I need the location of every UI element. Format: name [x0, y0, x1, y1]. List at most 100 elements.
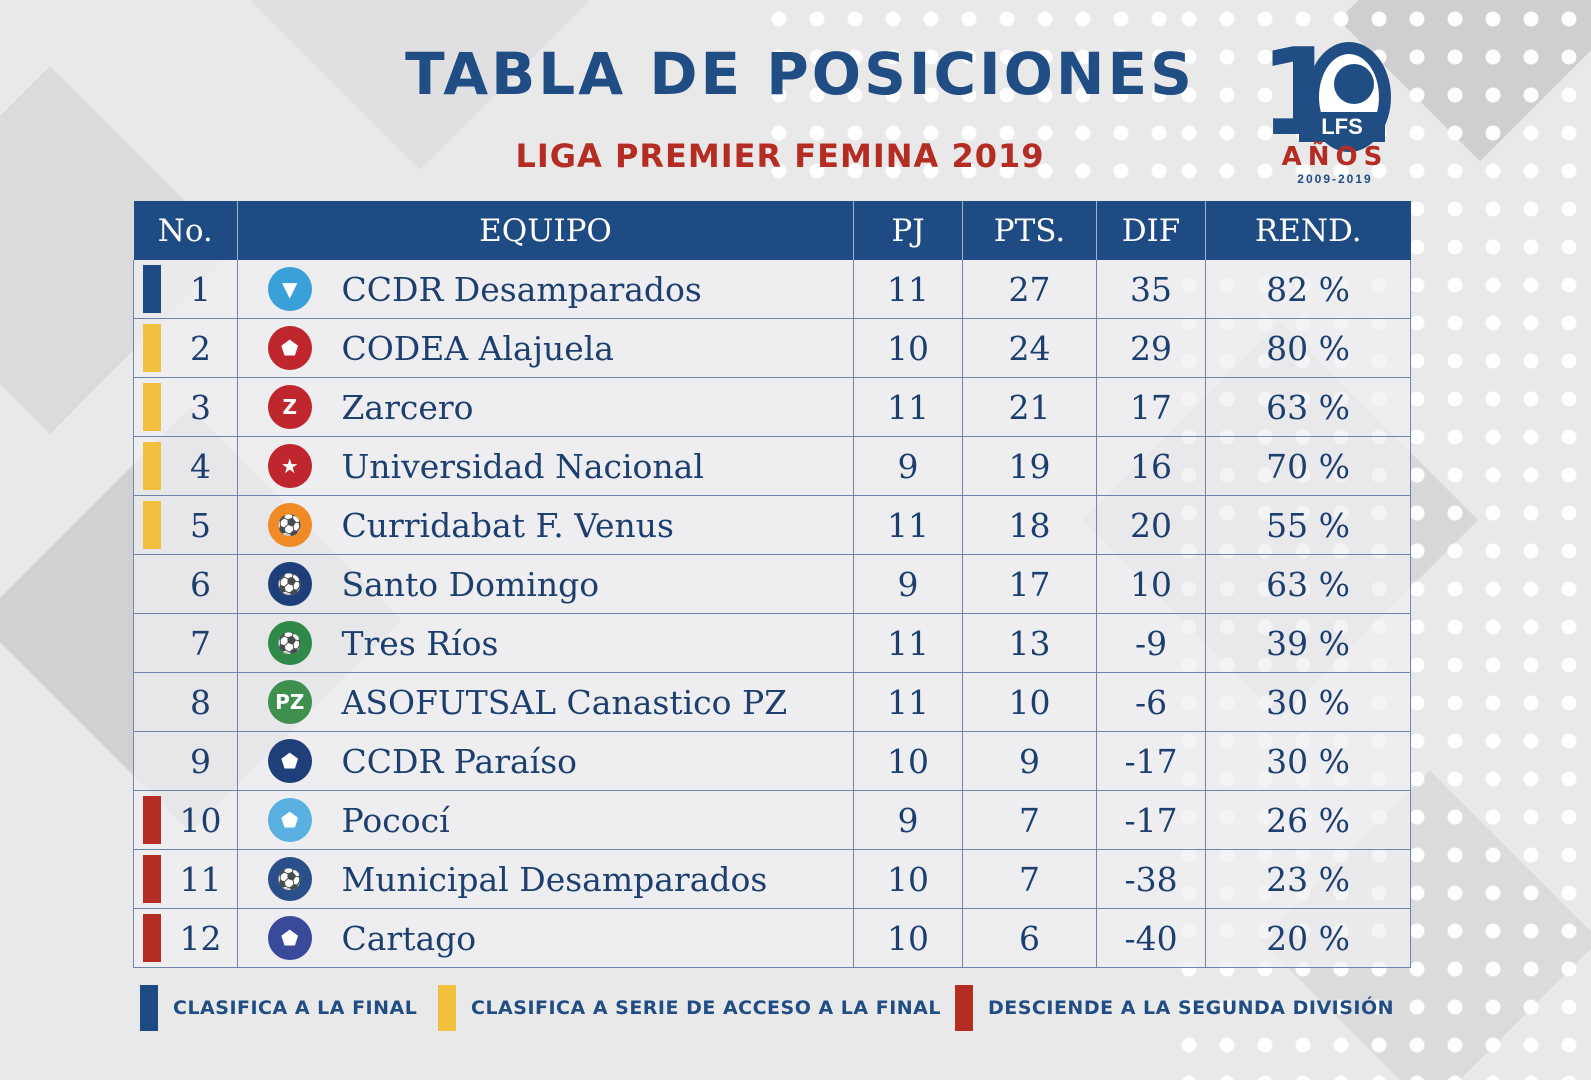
cell-pts: 6	[962, 908, 1098, 968]
legend-label-serie: CLASIFICA A SERIE DE ACCESO A LA FINAL	[471, 997, 941, 1019]
cell-position: 12	[133, 908, 238, 968]
cell-position: 9	[133, 731, 238, 791]
cell-rend: 30 %	[1205, 731, 1412, 791]
cell-team-name: CCDR Paraíso	[341, 731, 855, 791]
status-bar-desc	[143, 855, 161, 903]
cell-pts: 21	[962, 377, 1098, 437]
cell-pj: 11	[853, 613, 964, 673]
team-crest-icon: ⚽	[267, 503, 312, 547]
cell-team-name: Pococí	[341, 790, 855, 850]
cell-position: 8	[133, 672, 238, 732]
cell-rend: 63 %	[1205, 377, 1412, 437]
cell-rend: 39 %	[1205, 613, 1412, 673]
cell-pj: 10	[853, 908, 964, 968]
cell-dif: -9	[1096, 613, 1207, 673]
cell-pts: 10	[962, 672, 1098, 732]
cell-pts: 18	[962, 495, 1098, 555]
cell-crest: Z	[237, 377, 342, 437]
cell-position: 5	[133, 495, 238, 555]
legend-swatch-final	[140, 985, 158, 1031]
cell-crest: ⬟	[237, 731, 342, 791]
cell-pts: 7	[962, 790, 1098, 850]
cell-rend: 30 %	[1205, 672, 1412, 732]
team-crest-icon: ⬟	[267, 798, 312, 842]
cell-pj: 9	[853, 554, 964, 614]
position-number: 12	[179, 918, 222, 958]
cell-team-name: Tres Ríos	[341, 613, 855, 673]
table-row: 3 Z Zarcero 11 21 17 63 %	[133, 377, 1412, 437]
league-subtitle: LIGA PREMIER FEMINA 2019	[515, 137, 1045, 175]
cell-pj: 11	[853, 377, 964, 437]
cell-dif: 17	[1096, 377, 1207, 437]
cell-rend: 63 %	[1205, 554, 1412, 614]
cell-pts: 7	[962, 849, 1098, 909]
cell-crest: ▼	[237, 260, 342, 319]
cell-pj: 9	[853, 436, 964, 496]
cell-pj: 9	[853, 790, 964, 850]
cell-position: 6	[133, 554, 238, 614]
cell-pts: 9	[962, 731, 1098, 791]
lfs-anniversary-logo: 1 LFS AÑOS 2009-2019	[1255, 24, 1415, 190]
cell-team-name: Santo Domingo	[341, 554, 855, 614]
table-row: 8 PZ ASOFUTSAL Canastico PZ 11 10 -6 30 %	[133, 672, 1412, 732]
position-number: 11	[179, 859, 222, 899]
team-crest-icon: ⬟	[267, 739, 312, 783]
table-row: 1 ▼ CCDR Desamparados 11 27 35 82 %	[133, 260, 1412, 319]
cell-position: 7	[133, 613, 238, 673]
position-number: 5	[190, 505, 211, 545]
cell-position: 3	[133, 377, 238, 437]
position-number: 3	[190, 387, 211, 427]
logo-years-text: 2009-2019	[1297, 172, 1373, 186]
team-crest-icon: ⚽	[267, 621, 312, 665]
status-bar-serie	[143, 442, 161, 490]
status-bar-final	[143, 265, 161, 313]
table-row: 4 ★ Universidad Nacional 9 19 16 70 %	[133, 436, 1412, 496]
status-bar-desc	[143, 796, 161, 844]
cell-rend: 23 %	[1205, 849, 1412, 909]
table-row: 9 ⬟ CCDR Paraíso 10 9 -17 30 %	[133, 731, 1412, 791]
cell-dif: 20	[1096, 495, 1207, 555]
cell-pts: 13	[962, 613, 1098, 673]
cell-team-name: CODEA Alajuela	[341, 318, 855, 378]
cell-pj: 11	[853, 495, 964, 555]
cell-team-name: Curridabat F. Venus	[341, 495, 855, 555]
table-row: 11 ⚽ Municipal Desamparados 10 7 -38 23 %	[133, 849, 1412, 909]
cell-team-name: ASOFUTSAL Canastico PZ	[341, 672, 855, 732]
cell-dif: -17	[1096, 790, 1207, 850]
table-header-row: No. EQUIPO PJ PTS. DIF REND.	[133, 201, 1411, 260]
cell-team-name: CCDR Desamparados	[341, 260, 855, 319]
position-number: 7	[190, 623, 211, 663]
cell-position: 4	[133, 436, 238, 496]
cell-dif: -17	[1096, 731, 1207, 791]
cell-position: 1	[133, 260, 238, 319]
standings-table: No. EQUIPO PJ PTS. DIF REND. 1 ▼ CCDR Desa…	[133, 201, 1412, 968]
legend: CLASIFICA A LA FINAL CLASIFICA A SERIE D…	[140, 985, 1420, 1035]
position-number: 4	[190, 446, 211, 486]
position-number: 10	[179, 800, 222, 840]
legend-label-final: CLASIFICA A LA FINAL	[173, 997, 418, 1019]
cell-rend: 82 %	[1205, 260, 1412, 319]
status-bar-desc	[143, 914, 161, 962]
cell-pj: 10	[853, 849, 964, 909]
status-bar-serie	[143, 324, 161, 372]
cell-team-name: Cartago	[341, 908, 855, 968]
column-header-pts: PTS.	[962, 201, 1098, 260]
table-row: 6 ⚽ Santo Domingo 9 17 10 63 %	[133, 554, 1412, 614]
cell-pts: 17	[962, 554, 1098, 614]
legend-label-desc: DESCIENDE A LA SEGUNDA DIVISIÓN	[988, 997, 1395, 1019]
cell-dif: 16	[1096, 436, 1207, 496]
cell-crest: ⬟	[237, 318, 342, 378]
legend-swatch-serie	[438, 985, 456, 1031]
table-row: 2 ⬟ CODEA Alajuela 10 24 29 80 %	[133, 318, 1412, 378]
cell-crest: ⚽	[237, 849, 342, 909]
cell-crest: ⚽	[237, 495, 342, 555]
position-number: 2	[190, 328, 211, 368]
cell-dif: 10	[1096, 554, 1207, 614]
logo-lfs-text: LFS	[1299, 112, 1385, 142]
cell-dif: -6	[1096, 672, 1207, 732]
table-row: 7 ⚽ Tres Ríos 11 13 -9 39 %	[133, 613, 1412, 673]
cell-team-name: Municipal Desamparados	[341, 849, 855, 909]
team-crest-icon: ⚽	[267, 857, 312, 901]
cell-position: 10	[133, 790, 238, 850]
cell-pj: 10	[853, 731, 964, 791]
